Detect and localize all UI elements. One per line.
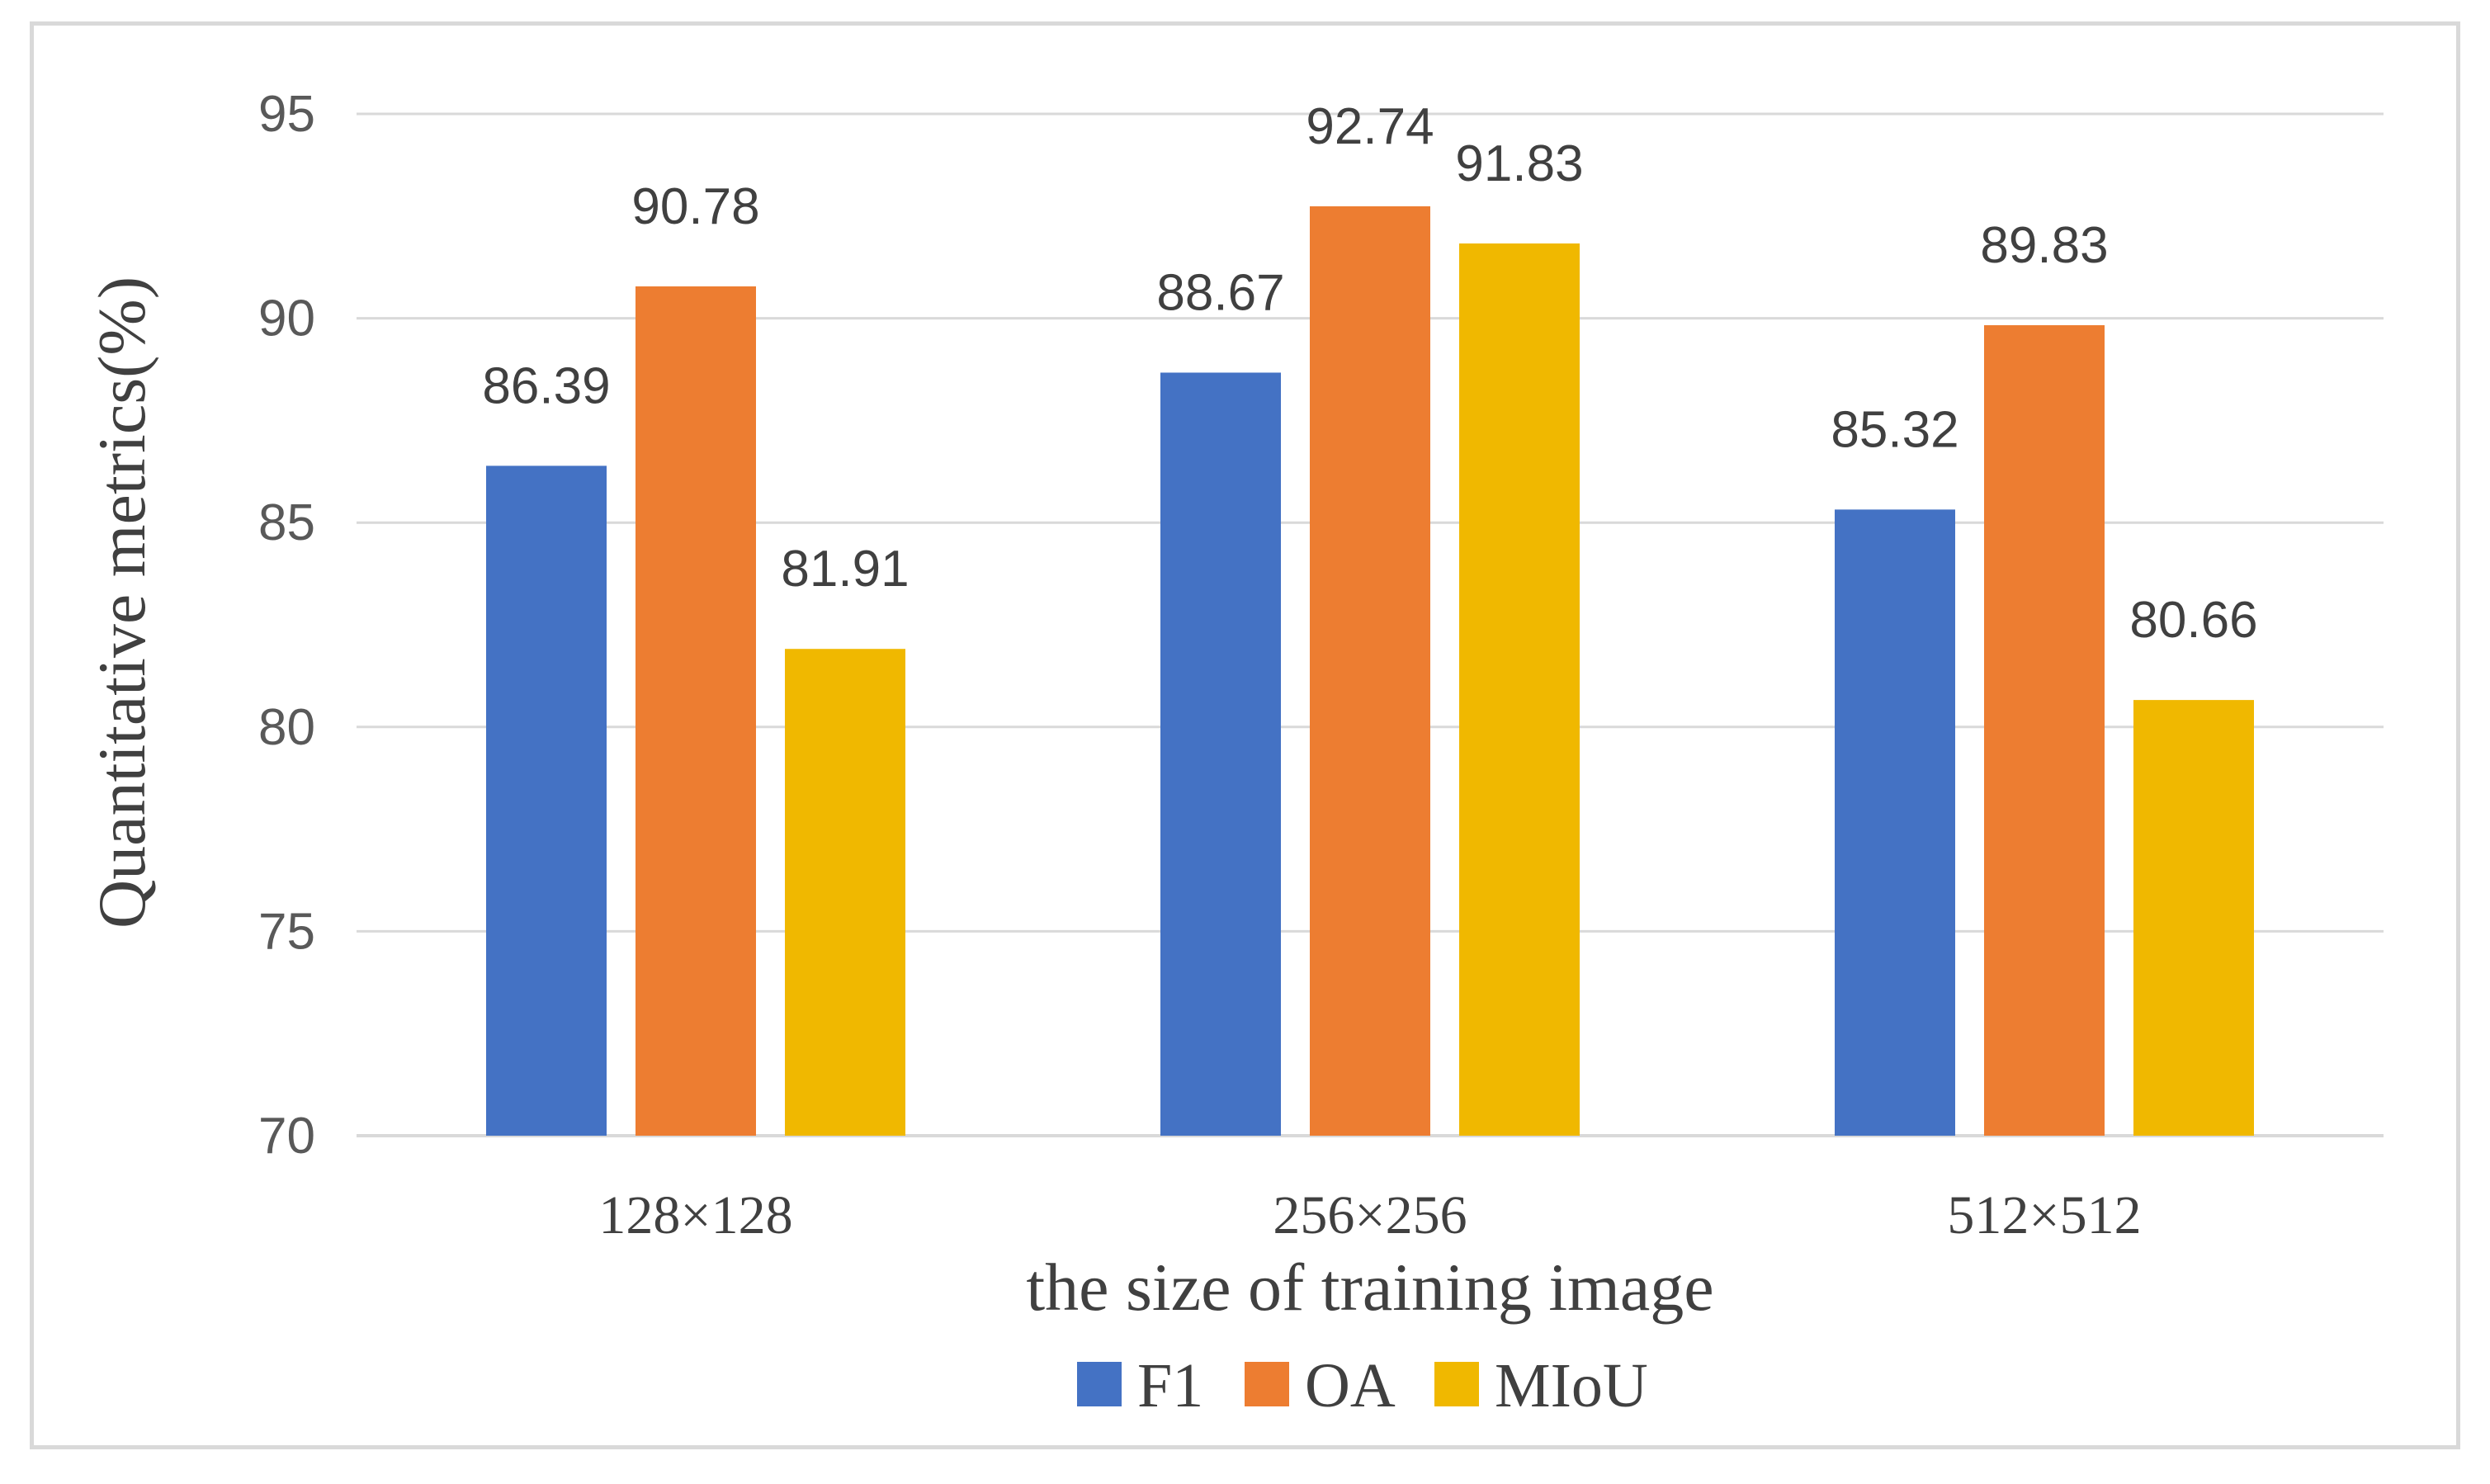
data-label-oa-3: 89.83 [1980, 217, 2108, 274]
bar-miou-3 [2133, 700, 2254, 1136]
data-label-oa-1: 90.78 [631, 178, 759, 235]
bar-f1-1 [486, 466, 607, 1136]
bar-f1-2 [1160, 372, 1281, 1136]
bar-oa-2 [1310, 206, 1430, 1137]
data-labels: 86.39 90.78 81.91 88.67 92.74 91.83 85.32 89.83… [482, 98, 2257, 649]
bar-oa-1 [635, 286, 756, 1137]
y-tick-labels: 70 75 80 85 90 95 [258, 86, 315, 1165]
category-label: 128×128 [598, 1185, 792, 1245]
bar-miou-1 [785, 649, 905, 1136]
x-axis-title: the size of training image [1026, 1250, 1713, 1325]
category-label: 512×512 [1947, 1185, 2141, 1245]
y-tick-label: 75 [258, 903, 315, 960]
legend-label-oa: OA [1305, 1351, 1396, 1420]
category-label: 256×256 [1273, 1185, 1467, 1245]
data-label-f1-1: 86.39 [482, 357, 610, 414]
data-label-oa-2: 92.74 [1306, 98, 1434, 155]
y-axis-title: Quantitative metrics(%) [84, 276, 159, 929]
y-tick-label: 70 [258, 1108, 315, 1165]
legend-label-miou: MIoU [1495, 1351, 1648, 1420]
legend-swatch-f1 [1077, 1362, 1122, 1406]
y-tick-label: 95 [258, 86, 315, 143]
legend-label-f1: F1 [1137, 1351, 1203, 1420]
bars [486, 206, 2254, 1137]
bar-miou-2 [1459, 243, 1580, 1136]
data-label-f1-2: 88.67 [1156, 264, 1284, 321]
legend: F1 OA MIoU [1077, 1351, 1648, 1420]
bar-f1-3 [1835, 509, 1955, 1136]
y-tick-label: 90 [258, 291, 315, 347]
data-label-miou-1: 81.91 [781, 541, 909, 598]
data-label-f1-3: 85.32 [1831, 401, 1958, 458]
bar-oa-3 [1984, 325, 2105, 1136]
category-labels: 128×128 256×256 512×512 [598, 1185, 2141, 1245]
data-label-miou-2: 91.83 [1455, 135, 1583, 192]
legend-swatch-miou [1434, 1362, 1479, 1406]
legend-swatch-oa [1245, 1362, 1289, 1406]
data-label-miou-3: 80.66 [2129, 592, 2257, 649]
y-tick-label: 80 [258, 699, 315, 756]
y-tick-label: 85 [258, 494, 315, 551]
